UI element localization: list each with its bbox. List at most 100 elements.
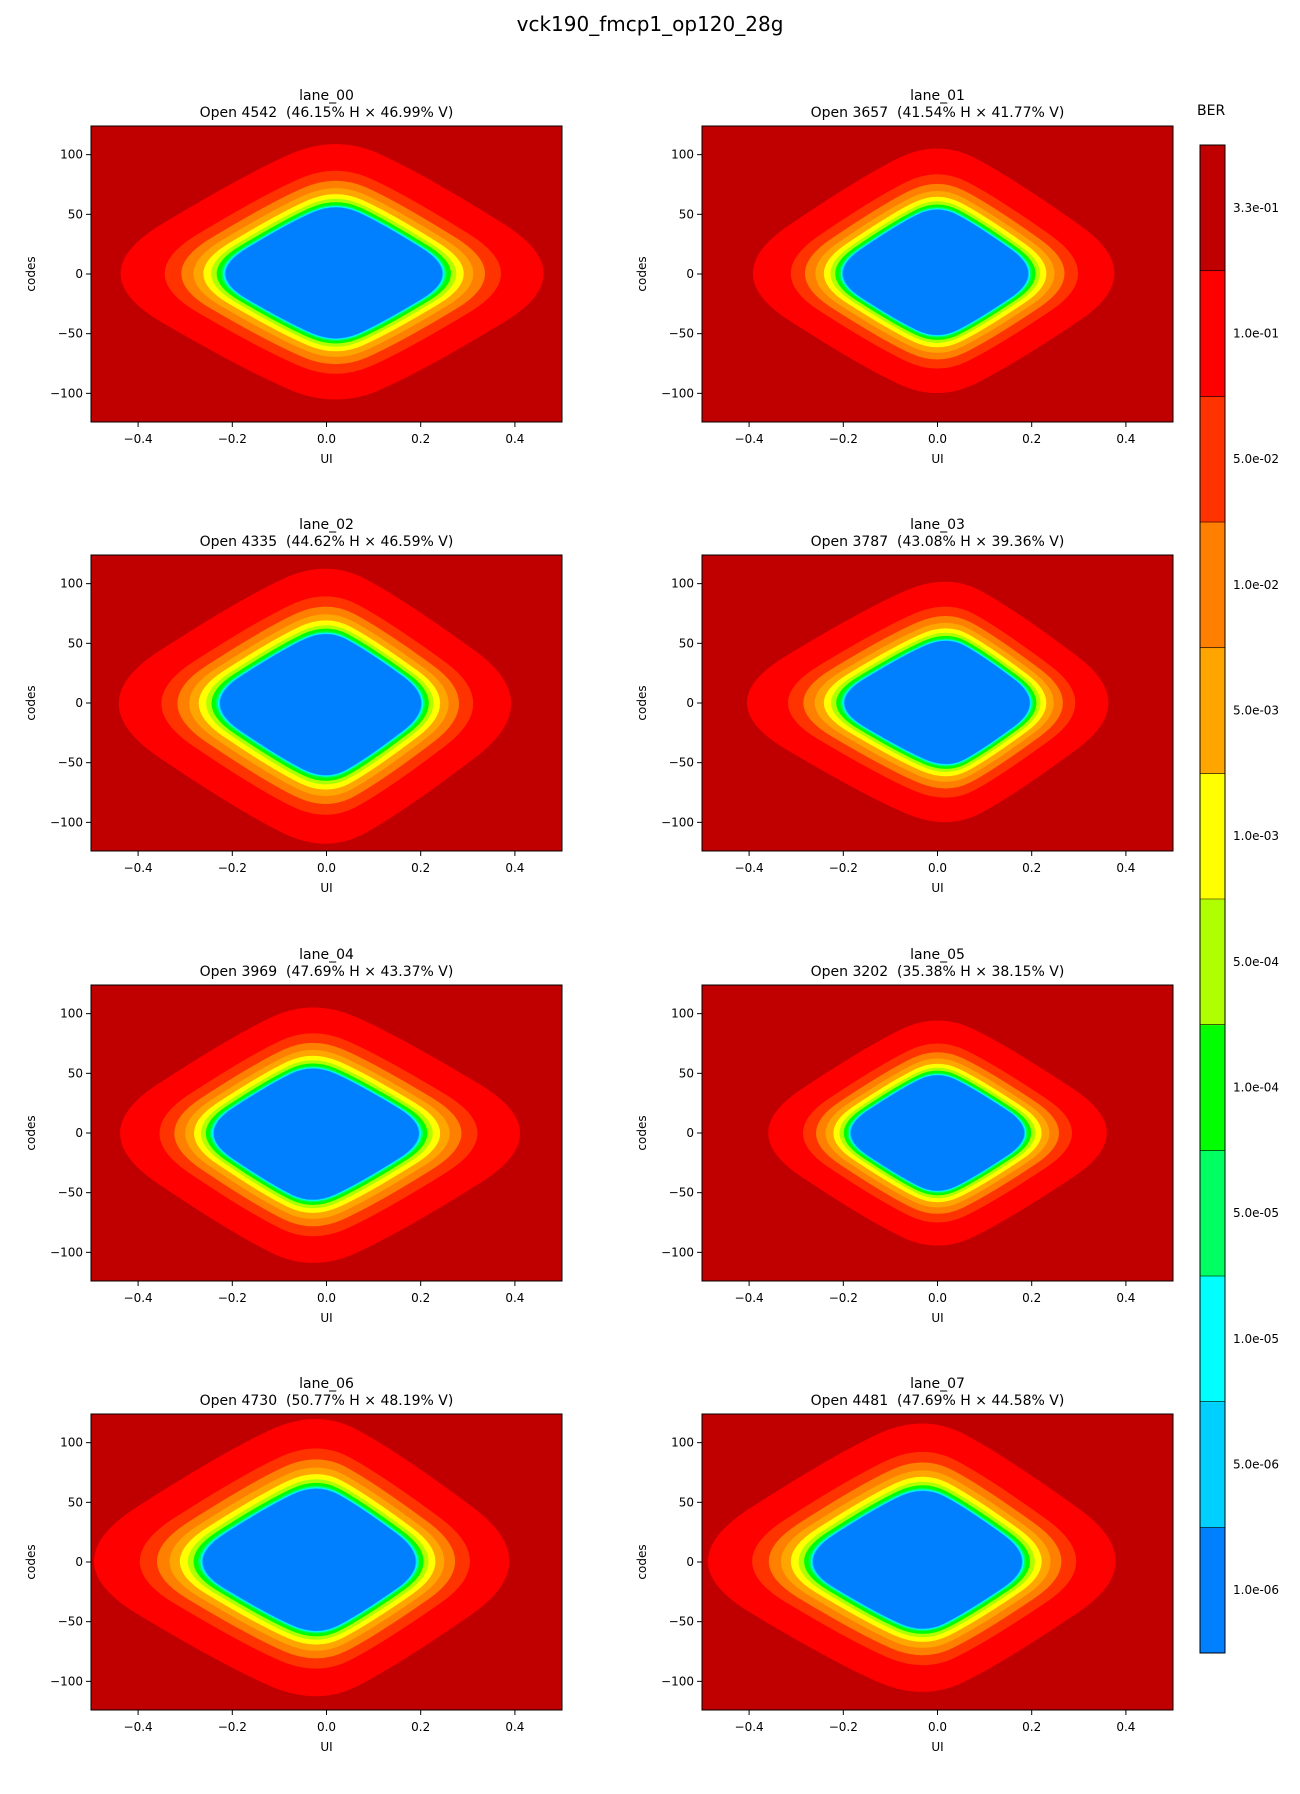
x-tick-label: 0.2	[1022, 1291, 1041, 1305]
y-tick-label: 0	[686, 696, 694, 710]
y-axis-label: codes	[635, 685, 649, 720]
x-tick-label: 0.4	[505, 1291, 524, 1305]
y-tick-label: 50	[68, 1066, 83, 1080]
colorbar-segment	[1200, 1401, 1225, 1528]
contour-band-1.0e-06	[219, 634, 422, 776]
colorbar-tick-label: 5.0e-03	[1233, 704, 1279, 718]
x-tick-label: 0.0	[928, 1720, 947, 1734]
x-tick-label: −0.4	[124, 1720, 153, 1734]
x-tick-label: −0.4	[735, 1291, 764, 1305]
x-axis-label: UI	[320, 1740, 332, 1754]
contour-area	[702, 555, 1173, 851]
y-axis-label: codes	[24, 1115, 38, 1150]
x-tick-label: 0.0	[928, 432, 947, 446]
x-axis-label: UI	[931, 1740, 943, 1754]
y-tick-label: 0	[75, 267, 83, 281]
x-tick-label: −0.2	[218, 861, 247, 875]
x-tick-label: −0.4	[735, 861, 764, 875]
x-axis-label: UI	[931, 1311, 943, 1325]
y-tick-label: 100	[671, 1007, 694, 1021]
y-tick-label: −100	[661, 815, 694, 829]
colorbar-tick-label: 1.0e-02	[1233, 578, 1279, 592]
colorbar-tick-label: 3.3e-01	[1233, 201, 1279, 215]
y-tick-label: 100	[60, 148, 83, 162]
colorbar-tick-label: 1.0e-05	[1233, 1332, 1279, 1346]
x-tick-label: 0.2	[411, 1720, 430, 1734]
y-tick-label: 100	[671, 577, 694, 591]
colorbar-segment	[1200, 1024, 1225, 1151]
y-axis-label: codes	[24, 685, 38, 720]
x-tick-label: −0.2	[218, 1720, 247, 1734]
y-tick-label: 0	[75, 1555, 83, 1569]
x-tick-label: 0.4	[1116, 1291, 1135, 1305]
colorbar-label: BER	[1197, 103, 1225, 119]
x-tick-label: 0.0	[317, 1291, 336, 1305]
x-tick-label: 0.0	[317, 861, 336, 875]
subplot-subtitle: Open 3657 (41.54% H × 41.77% V)	[811, 105, 1065, 121]
subplot-subtitle: Open 3787 (43.08% H × 39.36% V)	[811, 534, 1065, 550]
y-tick-label: 0	[75, 696, 83, 710]
colorbar-segment	[1200, 145, 1225, 272]
subplot-subtitle: Open 4481 (47.69% H × 44.58% V)	[811, 1393, 1065, 1409]
subplot-subtitle: Open 4730 (50.77% H × 48.19% V)	[200, 1393, 454, 1409]
x-tick-label: 0.4	[1116, 1720, 1135, 1734]
x-tick-label: −0.2	[829, 432, 858, 446]
colorbar-tick-label: 5.0e-05	[1233, 1206, 1279, 1220]
colorbar: 1.0e-06 5.0e-06 1.0e-05 5.0e-05 1.0e-04 5.0e-…	[1197, 103, 1279, 1654]
x-axis-label: UI	[320, 452, 332, 466]
colorbar-segment	[1200, 522, 1225, 649]
y-tick-label: 50	[679, 636, 694, 650]
colorbar-tick-label: 1.0e-01	[1233, 327, 1279, 341]
contour-band-1.0e-06	[225, 207, 443, 339]
contour-band-1.0e-06	[202, 1488, 416, 1631]
x-tick-label: 0.0	[317, 1720, 336, 1734]
colorbar-segment	[1200, 1150, 1225, 1277]
subplot-lane_04: −0.4 −0.2 0.0 0.2 0.4 −100 −50 0 50 100 lane_04Ope…	[24, 947, 563, 1325]
contour-area	[91, 555, 562, 851]
y-tick-label: 0	[686, 1555, 694, 1569]
y-tick-label: −50	[58, 1615, 83, 1629]
x-tick-label: −0.4	[124, 432, 153, 446]
x-tick-label: 0.2	[1022, 861, 1041, 875]
x-axis-label: UI	[931, 881, 943, 895]
subplot-lane_06: −0.4 −0.2 0.0 0.2 0.4 −100 −50 0 50 100 lane_06Ope…	[24, 1376, 563, 1754]
x-tick-label: 0.2	[411, 861, 430, 875]
y-tick-label: −100	[661, 1674, 694, 1688]
colorbar-segment	[1200, 899, 1225, 1026]
contour-band-1.0e-06	[812, 1490, 1022, 1629]
y-tick-label: −100	[50, 1245, 83, 1259]
y-axis-label: codes	[24, 1544, 38, 1579]
colorbar-tick-label: 1.0e-03	[1233, 829, 1279, 843]
x-tick-label: −0.4	[124, 1291, 153, 1305]
x-axis-label: UI	[320, 881, 332, 895]
subplot-title: lane_07	[910, 1376, 965, 1392]
colorbar-frame	[1199, 144, 1226, 1654]
x-tick-label: −0.2	[829, 1291, 858, 1305]
x-tick-label: 0.0	[928, 1291, 947, 1305]
colorbar-segment	[1200, 1527, 1225, 1654]
subplot-lane_07: −0.4 −0.2 0.0 0.2 0.4 −100 −50 0 50 100 lane_07Ope…	[635, 1376, 1174, 1754]
contour-area	[702, 1414, 1173, 1710]
colorbar-tick-label: 5.0e-04	[1233, 955, 1279, 969]
contour-area	[702, 985, 1173, 1281]
subplot-lane_00: −0.4 −0.2 0.0 0.2 0.4 −100 −50 0 50 100 lane_00Ope…	[24, 88, 563, 466]
contour-area	[91, 126, 562, 422]
x-tick-label: −0.2	[218, 432, 247, 446]
y-tick-label: −50	[58, 1186, 83, 1200]
x-tick-label: −0.4	[735, 432, 764, 446]
y-tick-label: 50	[679, 1495, 694, 1509]
x-tick-label: −0.4	[124, 861, 153, 875]
y-tick-label: 100	[60, 577, 83, 591]
subplot-subtitle: Open 4542 (46.15% H × 46.99% V)	[200, 105, 454, 121]
y-axis-label: codes	[24, 256, 38, 291]
y-tick-label: 50	[679, 207, 694, 221]
figure-title: vck190_fmcp1_op120_28g	[516, 12, 784, 36]
colorbar-tick-label: 5.0e-02	[1233, 452, 1279, 466]
x-tick-label: −0.2	[829, 1720, 858, 1734]
y-tick-label: −50	[669, 756, 694, 770]
x-axis-label: UI	[320, 1311, 332, 1325]
subplot-subtitle: Open 3202 (35.38% H × 38.15% V)	[811, 964, 1065, 980]
y-tick-label: −100	[50, 1674, 83, 1688]
subplot-title: lane_06	[299, 1376, 354, 1392]
y-tick-label: 100	[671, 148, 694, 162]
